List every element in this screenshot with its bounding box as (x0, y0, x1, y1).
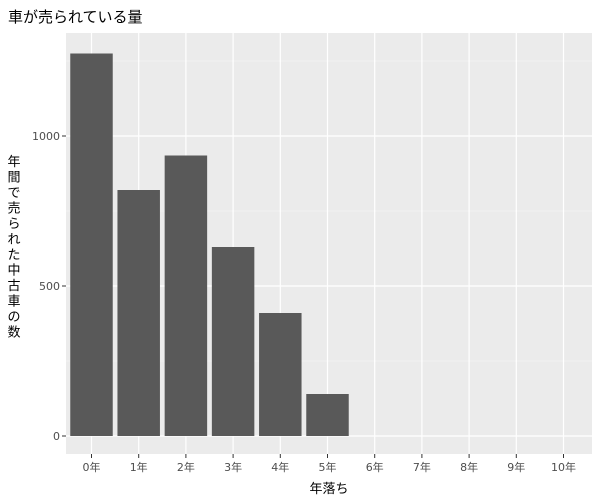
x-axis-label: 年落ち (309, 482, 348, 497)
x-tick-label: 8年 (460, 460, 478, 474)
bar-5年 (306, 394, 349, 436)
x-tick-label: 1年 (130, 460, 148, 474)
y-axis-label-char: 間 (7, 171, 20, 186)
y-axis-label-char: で (7, 186, 20, 201)
y-axis-label-char: た (7, 248, 20, 263)
x-tick-label: 2年 (177, 460, 195, 474)
bars (70, 53, 349, 436)
x-tick-label: 3年 (224, 460, 242, 474)
y-axis-label-char: の (7, 310, 20, 325)
y-axis-label-char: 売 (7, 201, 20, 217)
x-tick-label: 10年 (551, 460, 576, 474)
x-tick-label: 4年 (271, 460, 289, 474)
y-tick-label: 1000 (32, 130, 60, 143)
x-tick-label: 9年 (507, 460, 525, 474)
x-tick-label: 6年 (366, 460, 384, 474)
y-axis-label-char: 中 (7, 264, 20, 279)
bar-4年 (259, 313, 302, 436)
y-tick-label: 0 (53, 430, 60, 443)
y-axis-label-char: れ (7, 233, 20, 248)
y-axis-label-char: 年 (7, 155, 20, 170)
chart-title: 車が売られている量 (8, 8, 143, 26)
bar-3年 (211, 247, 255, 436)
bar-1年 (117, 190, 160, 436)
x-tick-label: 0年 (83, 460, 101, 474)
y-tick-label: 500 (39, 280, 60, 293)
x-axis-ticks: 0年 1年 2年 3年 4年 5年 6年 7年 8年 9年 10年 (83, 454, 576, 474)
bar-0年 (70, 53, 113, 436)
bar-2年 (164, 155, 208, 436)
y-axis-ticks: 0 500 1000 (32, 130, 66, 443)
y-axis-label-char: 数 (7, 326, 20, 341)
y-axis-label-char: 古 (7, 279, 20, 294)
y-axis-label-char: ら (7, 217, 20, 232)
x-tick-label: 7年 (413, 460, 431, 474)
x-tick-label: 5年 (319, 460, 337, 474)
y-axis-label-char: 車 (7, 295, 20, 310)
